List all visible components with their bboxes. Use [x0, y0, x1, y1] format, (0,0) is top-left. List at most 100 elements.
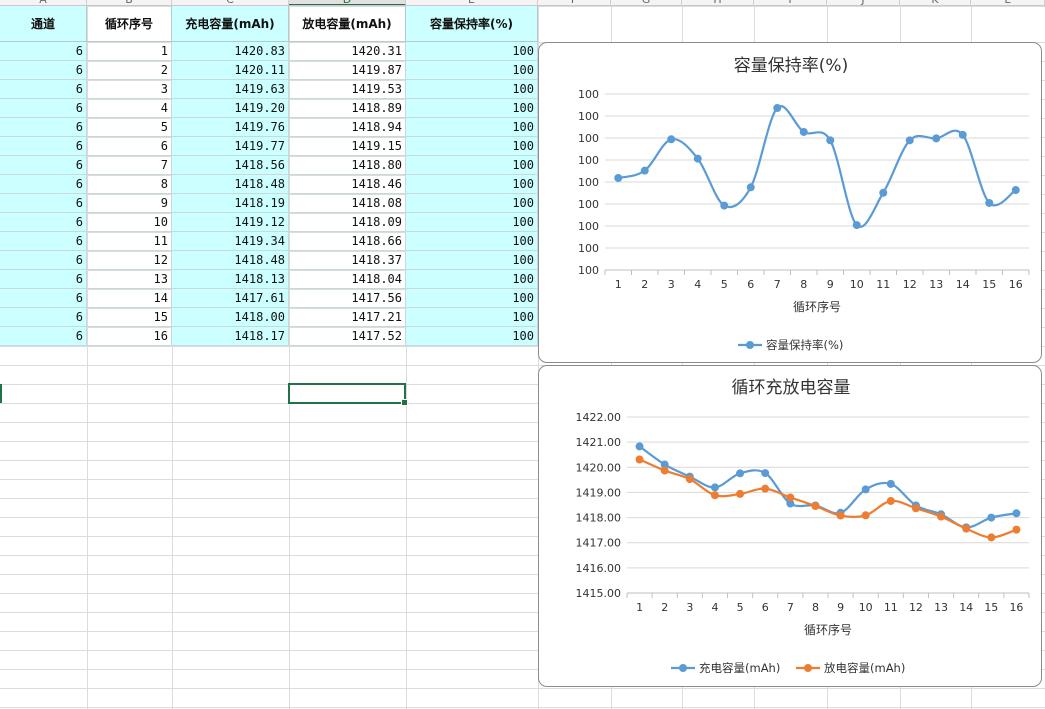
table-cell[interactable]: 1417.21 — [289, 308, 406, 327]
table-cell[interactable]: 1418.46 — [289, 175, 406, 194]
column-header-cell[interactable]: 循环序号 — [87, 6, 172, 42]
table-cell[interactable]: 2 — [87, 61, 172, 80]
table-cell[interactable]: 1420.83 — [172, 42, 289, 61]
table-cell[interactable]: 1418.17 — [172, 327, 289, 346]
table-cell[interactable]: 1418.00 — [172, 308, 289, 327]
table-cell[interactable]: 1417.61 — [172, 289, 289, 308]
table-cell[interactable]: 1 — [87, 42, 172, 61]
table-cell[interactable]: 6 — [0, 118, 87, 137]
table-cell[interactable]: 6 — [0, 175, 87, 194]
table-cell[interactable]: 6 — [0, 99, 87, 118]
column-letter[interactable]: K — [900, 0, 971, 5]
table-cell[interactable]: 6 — [0, 194, 87, 213]
table-cell[interactable]: 100 — [406, 213, 538, 232]
table-cell[interactable]: 100 — [406, 80, 538, 99]
table-cell[interactable]: 100 — [406, 327, 538, 346]
table-cell[interactable]: 100 — [406, 251, 538, 270]
retention-chart[interactable]: 容量保持率(%) 100 100 100 100 100 100 100 100 100 1 2 3 4 5… — [538, 42, 1042, 363]
table-cell[interactable]: 1419.15 — [289, 137, 406, 156]
table-cell[interactable]: 11 — [87, 232, 172, 251]
table-cell[interactable]: 100 — [406, 99, 538, 118]
table-cell[interactable]: 100 — [406, 42, 538, 61]
table-cell[interactable]: 1417.56 — [289, 289, 406, 308]
table-cell[interactable]: 13 — [87, 270, 172, 289]
table-cell[interactable]: 1419.12 — [172, 213, 289, 232]
table-cell[interactable]: 100 — [406, 289, 538, 308]
table-cell[interactable]: 6 — [0, 156, 87, 175]
table-cell[interactable]: 14 — [87, 289, 172, 308]
table-cell[interactable]: 1419.76 — [172, 118, 289, 137]
table-cell[interactable]: 6 — [0, 270, 87, 289]
table-cell[interactable]: 100 — [406, 270, 538, 289]
table-cell[interactable]: 1419.34 — [172, 232, 289, 251]
table-cell[interactable]: 100 — [406, 61, 538, 80]
column-letter[interactable]: J — [827, 0, 900, 5]
table-cell[interactable]: 12 — [87, 251, 172, 270]
table-cell[interactable]: 100 — [406, 156, 538, 175]
table-cell[interactable]: 1418.94 — [289, 118, 406, 137]
table-cell[interactable]: 10 — [87, 213, 172, 232]
table-cell[interactable]: 6 — [0, 137, 87, 156]
table-cell[interactable]: 6 — [0, 251, 87, 270]
capacity-chart[interactable]: 循环充放电容量 1422.00 1421.00 1420.00 1419.00 1418.… — [538, 365, 1042, 687]
column-letter[interactable]: G — [611, 0, 682, 5]
table-cell[interactable]: 1419.87 — [289, 61, 406, 80]
table-cell[interactable]: 6 — [0, 327, 87, 346]
table-cell[interactable]: 1419.63 — [172, 80, 289, 99]
table-cell[interactable]: 1418.80 — [289, 156, 406, 175]
table-cell[interactable]: 1419.77 — [172, 137, 289, 156]
table-cell[interactable]: 100 — [406, 308, 538, 327]
table-cell[interactable]: 6 — [0, 61, 87, 80]
table-cell[interactable]: 9 — [87, 194, 172, 213]
column-letter[interactable]: E — [406, 0, 538, 5]
table-cell[interactable]: 1420.31 — [289, 42, 406, 61]
table-cell[interactable]: 1417.52 — [289, 327, 406, 346]
table-cell[interactable]: 7 — [87, 156, 172, 175]
table-cell[interactable]: 100 — [406, 118, 538, 137]
column-header-cell[interactable]: 容量保持率(%) — [406, 6, 538, 42]
column-letter[interactable]: H — [682, 0, 754, 5]
table-cell[interactable]: 1418.56 — [172, 156, 289, 175]
column-letter[interactable]: C — [172, 0, 289, 5]
table-cell[interactable]: 6 — [0, 232, 87, 251]
x-tick-label: 1 — [636, 601, 643, 614]
table-cell[interactable]: 6 — [0, 308, 87, 327]
table-cell[interactable]: 1418.19 — [172, 194, 289, 213]
table-cell[interactable]: 8 — [87, 175, 172, 194]
column-header-cell[interactable]: 充电容量(mAh) — [172, 6, 289, 42]
table-cell[interactable]: 100 — [406, 175, 538, 194]
column-header-cell[interactable]: 通道 — [0, 6, 87, 42]
table-cell[interactable]: 1418.08 — [289, 194, 406, 213]
table-cell[interactable]: 1418.13 — [172, 270, 289, 289]
column-letter[interactable]: F — [538, 0, 611, 5]
column-letter[interactable]: B — [87, 0, 172, 5]
table-cell[interactable]: 1418.37 — [289, 251, 406, 270]
table-cell[interactable]: 6 — [0, 289, 87, 308]
table-cell[interactable]: 1418.66 — [289, 232, 406, 251]
table-cell[interactable]: 100 — [406, 137, 538, 156]
table-cell[interactable]: 1420.11 — [172, 61, 289, 80]
table-cell[interactable]: 1418.48 — [172, 175, 289, 194]
table-cell[interactable]: 6 — [0, 42, 87, 61]
table-cell[interactable]: 1418.89 — [289, 99, 406, 118]
table-cell[interactable]: 1418.09 — [289, 213, 406, 232]
table-cell[interactable]: 1418.48 — [172, 251, 289, 270]
column-header-cell[interactable]: 放电容量(mAh) — [289, 6, 406, 42]
table-cell[interactable]: 15 — [87, 308, 172, 327]
table-cell[interactable]: 1419.20 — [172, 99, 289, 118]
table-cell[interactable]: 6 — [0, 213, 87, 232]
table-cell[interactable]: 100 — [406, 194, 538, 213]
table-cell[interactable]: 6 — [87, 137, 172, 156]
table-cell[interactable]: 5 — [87, 118, 172, 137]
selected-cell-D20[interactable] — [288, 383, 408, 406]
table-cell[interactable]: 4 — [87, 99, 172, 118]
table-cell[interactable]: 1418.04 — [289, 270, 406, 289]
table-cell[interactable]: 1419.53 — [289, 80, 406, 99]
table-cell[interactable]: 3 — [87, 80, 172, 99]
column-letter[interactable]: D — [289, 0, 406, 5]
column-letter[interactable]: I — [754, 0, 827, 5]
table-cell[interactable]: 100 — [406, 232, 538, 251]
column-letter[interactable]: A — [0, 0, 87, 5]
table-cell[interactable]: 6 — [0, 80, 87, 99]
table-cell[interactable]: 16 — [87, 327, 172, 346]
